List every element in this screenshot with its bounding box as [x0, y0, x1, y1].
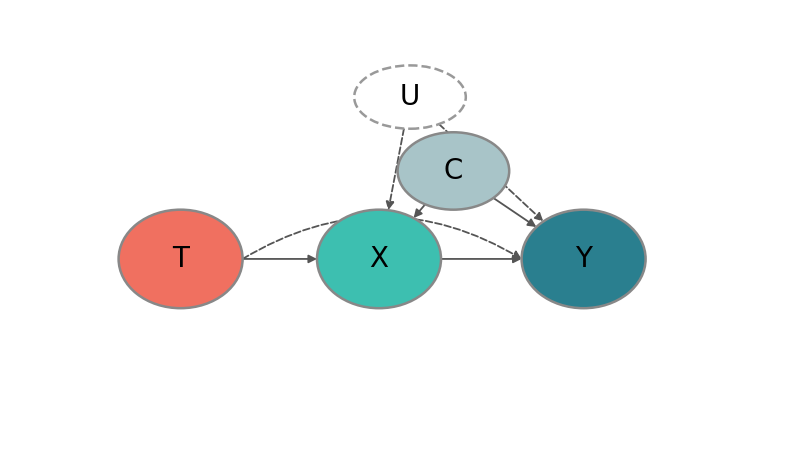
Text: Y: Y [575, 245, 592, 273]
Text: X: X [370, 245, 389, 273]
Ellipse shape [118, 210, 242, 308]
Ellipse shape [317, 210, 441, 308]
Text: T: T [172, 245, 189, 273]
Ellipse shape [398, 132, 509, 210]
Text: C: C [444, 157, 463, 185]
Ellipse shape [354, 65, 466, 129]
Text: U: U [400, 83, 420, 111]
Ellipse shape [522, 210, 646, 308]
